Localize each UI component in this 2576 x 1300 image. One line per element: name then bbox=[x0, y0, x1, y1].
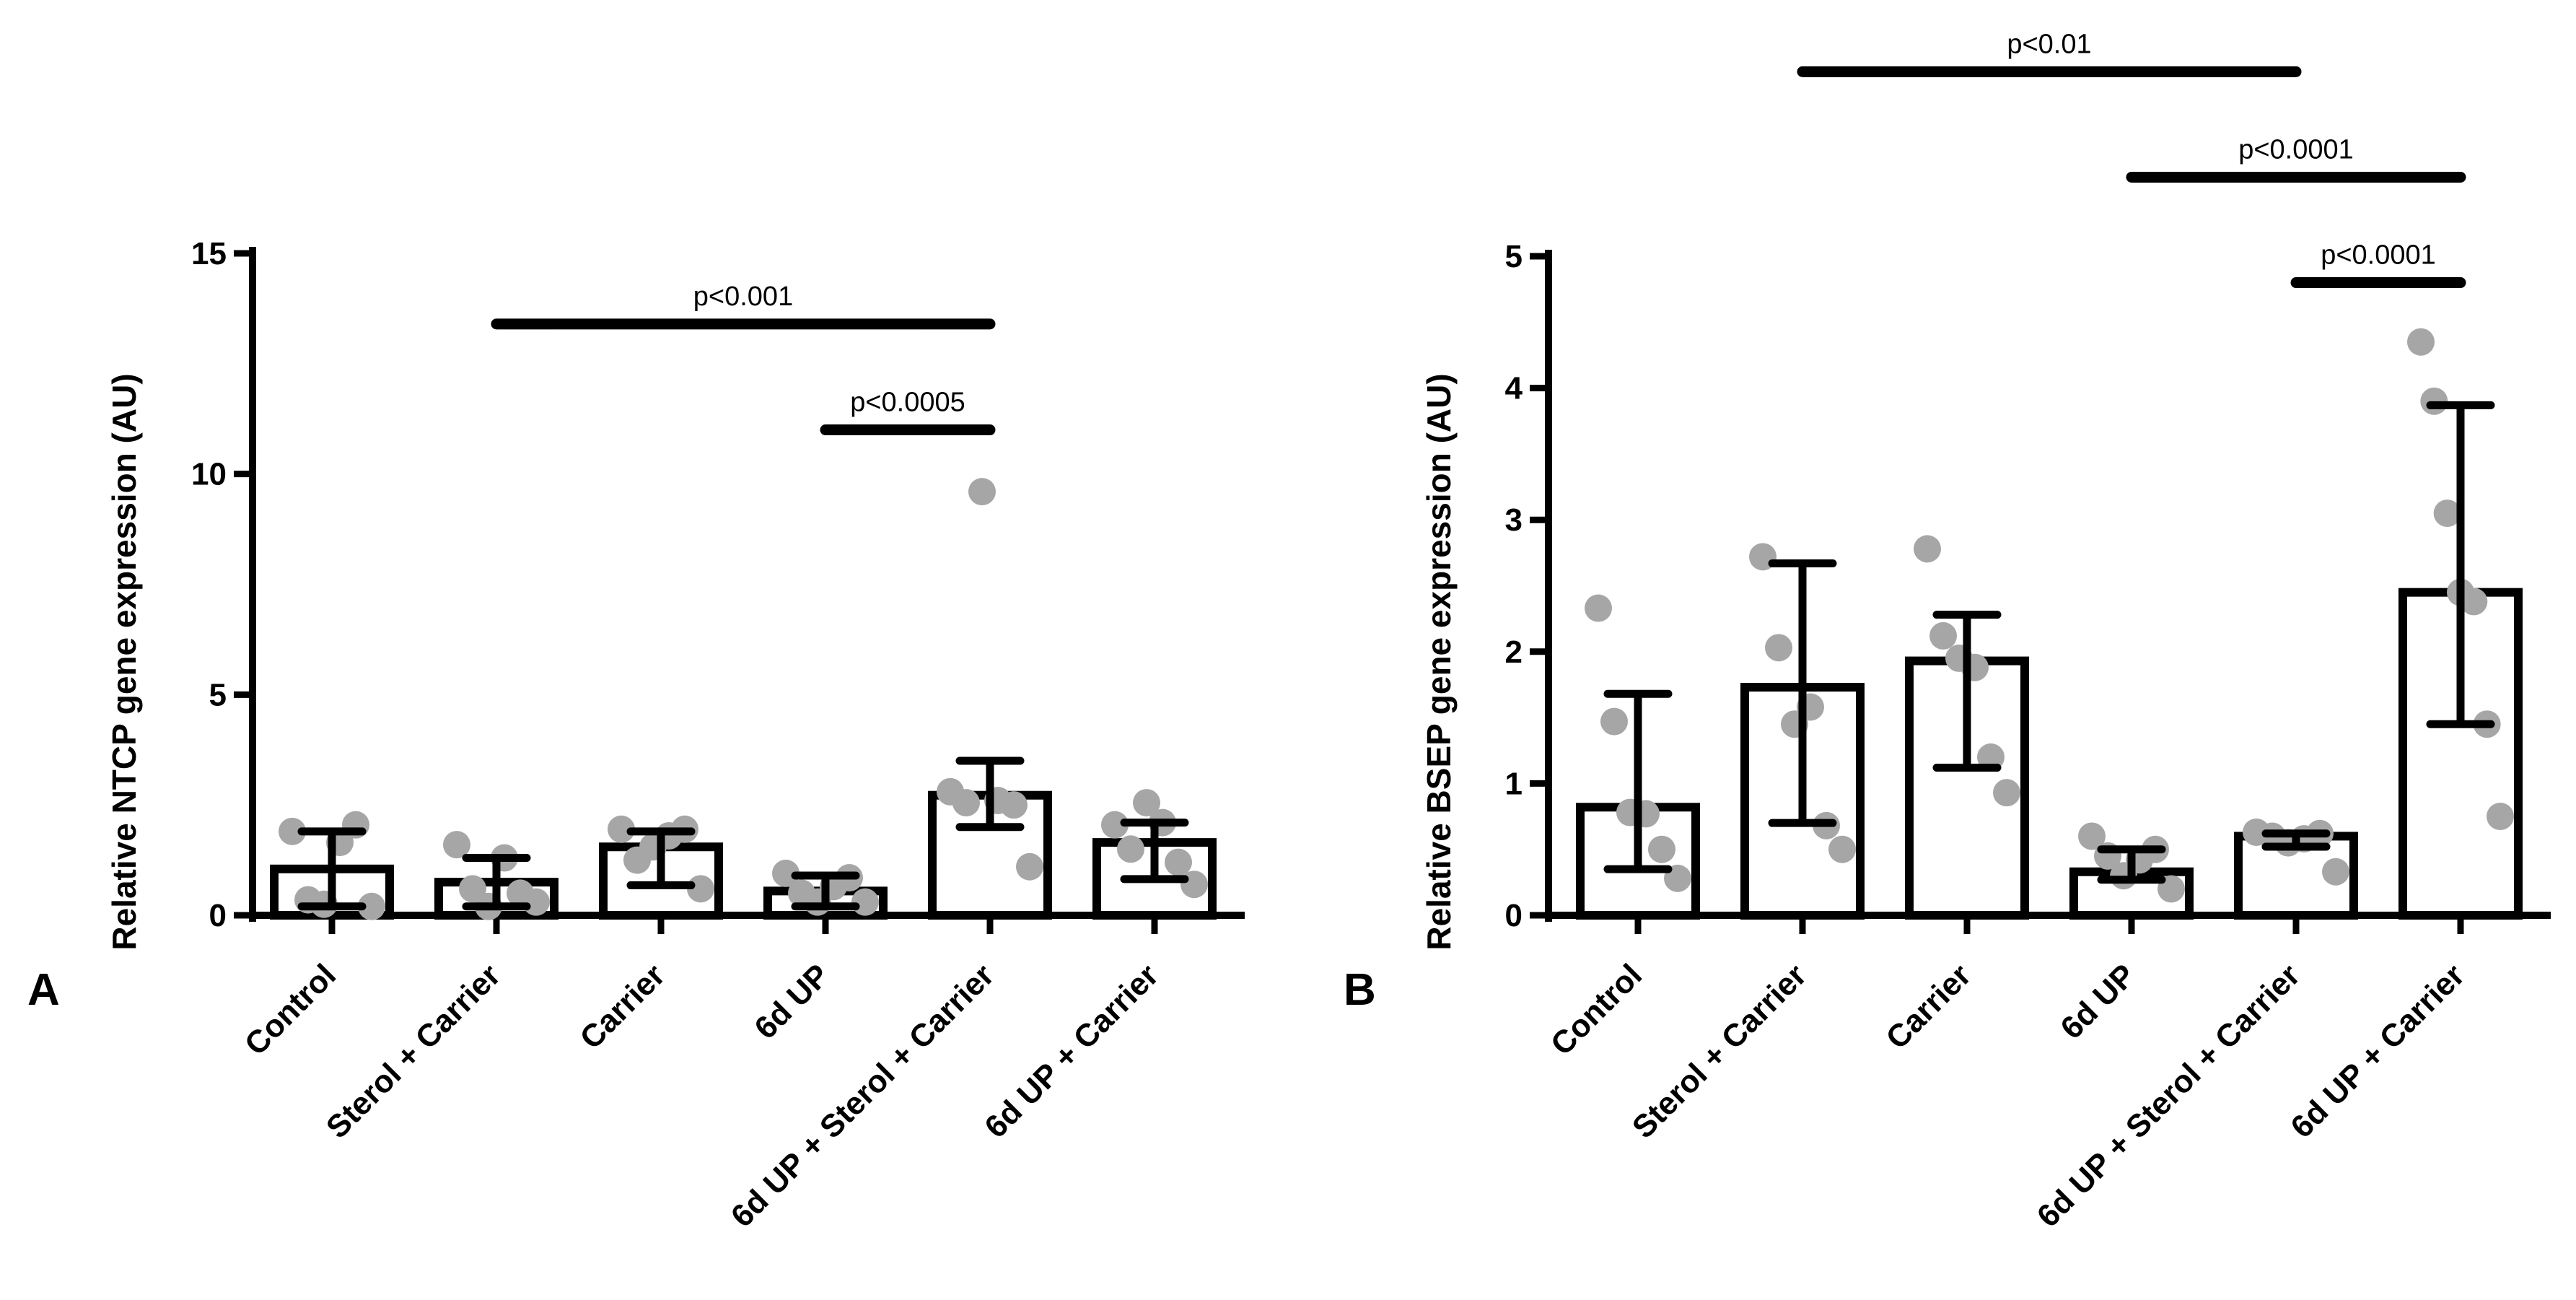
data-point bbox=[851, 888, 879, 916]
category-label: Control bbox=[238, 957, 343, 1062]
category-label: 6d UP + Carrier bbox=[2284, 957, 2471, 1145]
data-point bbox=[2078, 822, 2106, 850]
data-point bbox=[2487, 803, 2514, 831]
category-label: 6d UP bbox=[748, 957, 836, 1046]
data-point bbox=[1016, 852, 1043, 881]
data-point bbox=[1585, 594, 1612, 622]
data-point bbox=[608, 815, 635, 843]
data-point bbox=[1117, 835, 1144, 863]
y-tick-label: 3 bbox=[1505, 502, 1523, 538]
data-point bbox=[1101, 811, 1129, 839]
data-point bbox=[1765, 634, 1792, 662]
data-point bbox=[2460, 588, 2488, 616]
data-point bbox=[1000, 791, 1028, 819]
data-point bbox=[443, 831, 470, 859]
data-point bbox=[1828, 835, 1856, 863]
data-point bbox=[1180, 871, 1208, 899]
bar bbox=[1905, 656, 2029, 920]
data-point bbox=[687, 875, 714, 903]
y-tick-label: 0 bbox=[209, 898, 227, 933]
y-tick-label: 5 bbox=[1505, 239, 1523, 274]
data-point bbox=[1133, 789, 1160, 817]
y-axis-label: Relative NTCP gene expression (AU) bbox=[105, 373, 143, 950]
y-tick-label: 1 bbox=[1505, 766, 1523, 801]
data-point bbox=[2407, 328, 2435, 356]
significance-label: p<0.0005 bbox=[850, 388, 965, 418]
data-point bbox=[952, 789, 980, 817]
y-tick-label: 4 bbox=[1505, 371, 1523, 406]
category-label: 6d UP + Sterol + Carrier bbox=[2030, 957, 2307, 1234]
data-point bbox=[1165, 848, 1192, 876]
significance-label: p<0.0001 bbox=[2321, 240, 2436, 271]
data-point bbox=[1929, 621, 1957, 650]
y-tick-label: 5 bbox=[209, 677, 227, 712]
category-label: Sterol + Carrier bbox=[1626, 957, 1813, 1145]
data-point bbox=[1993, 779, 2020, 807]
y-tick-label: 10 bbox=[191, 457, 227, 492]
category-label: Control bbox=[1544, 957, 1649, 1062]
category-label: Sterol + Carrier bbox=[320, 957, 507, 1145]
y-tick-label: 2 bbox=[1505, 634, 1523, 670]
data-point bbox=[2322, 858, 2349, 886]
data-point bbox=[358, 892, 385, 920]
data-point bbox=[522, 888, 550, 916]
data-point bbox=[772, 859, 799, 887]
panel-letter: A bbox=[27, 965, 60, 1015]
category-label: Carrier bbox=[573, 957, 672, 1056]
significance-label: p<0.001 bbox=[693, 282, 793, 312]
category-label: Carrier bbox=[1879, 957, 1978, 1056]
y-axis-label: Relative BSEP gene expression (AU) bbox=[1420, 373, 1458, 950]
data-point bbox=[1600, 707, 1628, 736]
y-tick-label: 15 bbox=[191, 236, 227, 271]
data-point bbox=[1914, 535, 1941, 563]
category-label: 6d UP bbox=[2054, 957, 2142, 1046]
data-point bbox=[968, 478, 996, 506]
data-point bbox=[1648, 835, 1675, 863]
category-label: 6d UP + Sterol + Carrier bbox=[724, 957, 1001, 1234]
data-point bbox=[459, 875, 486, 903]
category-label: 6d UP + Carrier bbox=[978, 957, 1165, 1145]
significance-label: p<0.0001 bbox=[2238, 134, 2354, 165]
significance-label: p<0.01 bbox=[2007, 29, 2091, 59]
panel-a: A Relative NTCP gene expression (AU) 0 5 1… bbox=[27, 236, 1245, 1234]
panel-letter: B bbox=[1344, 965, 1376, 1015]
data-point bbox=[2433, 500, 2461, 528]
data-point bbox=[279, 817, 306, 845]
y-tick-label: 0 bbox=[1505, 898, 1523, 933]
panel-b: B Relative BSEP gene expression (AU) 0 1 2… bbox=[1344, 29, 2551, 1234]
